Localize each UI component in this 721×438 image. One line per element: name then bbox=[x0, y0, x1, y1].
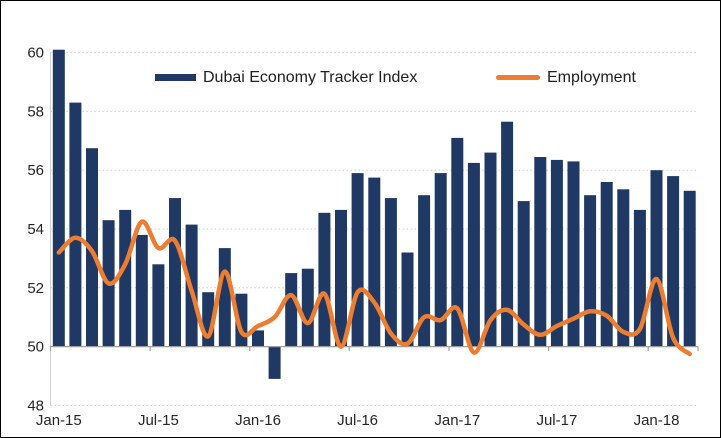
y-axis-label-60: 60 bbox=[27, 45, 44, 62]
x-axis-label-Jul-16: Jul-16 bbox=[337, 412, 378, 429]
line-series-label: Employment bbox=[547, 68, 636, 86]
y-axis-label-56: 56 bbox=[27, 162, 44, 179]
bar-Apr-17 bbox=[501, 121, 514, 347]
bar-Jun-15 bbox=[135, 234, 148, 347]
bar-Oct-17 bbox=[600, 182, 613, 347]
bar-Mar-18 bbox=[683, 190, 696, 347]
bar-Jul-17 bbox=[550, 159, 563, 347]
line-series-swatch bbox=[496, 75, 540, 80]
bar-Aug-15 bbox=[169, 198, 181, 347]
legend-entry-tracker-index: Dubai Economy Tracker Index bbox=[155, 67, 417, 88]
bar-Feb-18 bbox=[667, 176, 680, 347]
bar-Feb-15 bbox=[69, 102, 82, 347]
bar-series-label: Dubai Economy Tracker Index bbox=[203, 68, 418, 86]
y-axis-label-50: 50 bbox=[27, 339, 44, 356]
bar-Dec-17 bbox=[633, 209, 646, 347]
y-axis-label-52: 52 bbox=[27, 280, 44, 297]
bar-Sep-16 bbox=[384, 198, 397, 347]
bar-Mar-16 bbox=[285, 273, 298, 347]
bar-Dec-16 bbox=[434, 173, 447, 347]
bar-Feb-16 bbox=[268, 346, 281, 379]
bar-Sep-17 bbox=[584, 195, 597, 347]
y-axis-label-54: 54 bbox=[27, 221, 44, 238]
bar-Jan-18 bbox=[650, 170, 663, 347]
y-axis-label-58: 58 bbox=[27, 103, 44, 120]
bar-May-15 bbox=[119, 209, 132, 347]
bar-May-16 bbox=[318, 212, 331, 347]
bar-Jan-17 bbox=[451, 137, 464, 347]
bar-Nov-15 bbox=[218, 248, 231, 347]
bar-Nov-17 bbox=[617, 189, 630, 347]
employment-line bbox=[56, 219, 692, 357]
bar-May-17 bbox=[517, 201, 530, 347]
legend-entry-employment: Employment bbox=[496, 67, 636, 88]
bar-Feb-17 bbox=[467, 162, 480, 347]
bar-Jul-16 bbox=[351, 173, 364, 347]
x-axis-label-Jan-18: Jan-18 bbox=[634, 412, 680, 429]
bar-Jun-17 bbox=[534, 157, 547, 347]
x-axis-label-Jul-17: Jul-17 bbox=[536, 412, 577, 429]
bar-Jan-16 bbox=[252, 330, 264, 347]
bar-Aug-16 bbox=[368, 177, 381, 347]
bar-Jun-16 bbox=[335, 209, 347, 347]
bar-Oct-16 bbox=[401, 252, 414, 347]
bar-Nov-16 bbox=[418, 195, 431, 347]
bar-Aug-17 bbox=[567, 161, 580, 347]
x-axis-label-Jan-15: Jan-15 bbox=[36, 412, 82, 429]
x-axis-label-Jan-17: Jan-17 bbox=[434, 412, 480, 429]
bar-series-swatch bbox=[155, 74, 196, 81]
y-axis-label-48: 48 bbox=[27, 397, 44, 414]
x-axis-label-Jan-16: Jan-16 bbox=[235, 412, 281, 429]
bar-Apr-16 bbox=[301, 268, 314, 347]
x-axis-label-Jul-15: Jul-15 bbox=[138, 412, 179, 429]
bar-Jan-15 bbox=[52, 49, 65, 347]
bar-Mar-17 bbox=[484, 152, 497, 347]
bar-Jul-15 bbox=[152, 264, 165, 347]
